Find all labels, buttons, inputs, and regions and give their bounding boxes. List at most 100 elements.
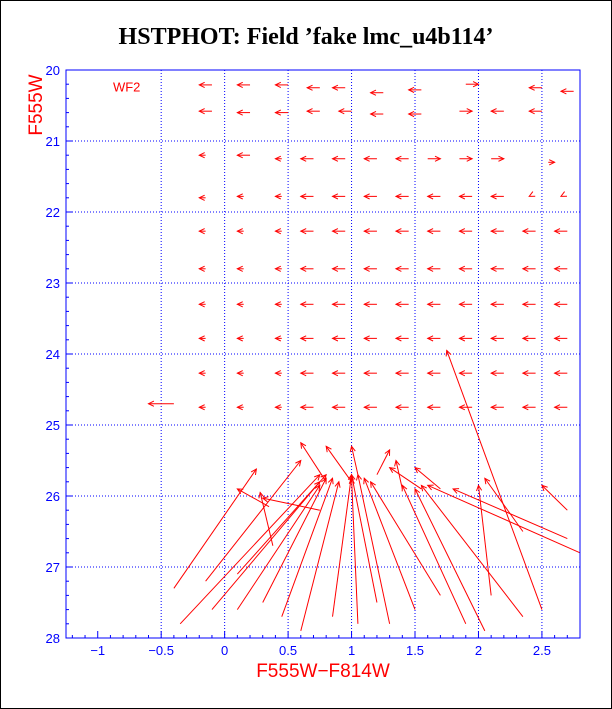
vector-34: [299, 193, 314, 200]
vector-10: [198, 108, 212, 115]
y-tick-label-7: 27: [46, 560, 60, 575]
vector-23: [299, 155, 314, 162]
vector-26: [394, 155, 409, 162]
vector-103: [198, 404, 206, 411]
vector-81: [274, 335, 282, 342]
vector-71: [331, 301, 346, 308]
vector-1: [236, 81, 251, 88]
vector-116: [173, 468, 258, 589]
vector-33: [274, 193, 282, 200]
vector-54: [553, 228, 568, 235]
vector-45: [274, 228, 282, 235]
vector-8: [528, 84, 542, 91]
vector-46: [299, 228, 314, 235]
vector-93: [274, 370, 282, 377]
vector-38: [426, 193, 441, 200]
vector-124: [236, 484, 321, 610]
vector-105: [274, 404, 282, 411]
vector-106: [299, 404, 314, 411]
vector-125: [262, 477, 327, 603]
vector-107: [331, 404, 346, 411]
vector-52: [490, 228, 504, 235]
vector-48: [363, 228, 377, 235]
vector-66: [553, 265, 568, 272]
vector-121: [236, 488, 270, 508]
vector-96: [363, 370, 377, 377]
y-tick-label-8: 28: [46, 631, 60, 646]
vector-67: [198, 301, 206, 308]
y-tick-label-4: 24: [46, 347, 60, 362]
vector-134: [401, 484, 467, 625]
y-axis-label: F555W: [26, 74, 47, 135]
vector-35: [331, 193, 346, 200]
vector-0: [198, 81, 212, 88]
wf2-annotation: WF2: [113, 79, 140, 94]
vector-92: [236, 370, 244, 377]
vector-16: [407, 110, 422, 118]
vector-69: [274, 301, 282, 308]
vector-12: [274, 109, 289, 116]
vector-57: [274, 265, 282, 272]
vector-63: [458, 265, 473, 272]
vector-32: [236, 193, 244, 200]
vector-94: [299, 370, 314, 377]
y-tick-label-2: 22: [46, 205, 60, 220]
vector-102: [553, 370, 568, 377]
vector-88: [490, 335, 504, 342]
vector-135: [414, 487, 486, 632]
vector-95: [331, 370, 346, 377]
vector-3: [305, 84, 320, 91]
vector-113: [521, 404, 536, 411]
vector-139: [445, 349, 543, 610]
vector-79: [198, 335, 206, 342]
vector-24: [331, 155, 346, 162]
vector-126: [281, 477, 334, 617]
vector-133: [369, 480, 441, 596]
vector-36: [363, 193, 377, 200]
vector-56: [236, 265, 244, 272]
vector-55: [198, 265, 206, 272]
vector-28: [459, 155, 474, 162]
vector-115: [147, 400, 174, 407]
vector-101: [521, 370, 536, 377]
vector-86: [426, 335, 441, 342]
vector-90: [553, 335, 568, 342]
vector-9: [559, 88, 574, 95]
vector-110: [426, 404, 441, 411]
vector-144: [325, 445, 352, 483]
vector-142: [541, 484, 568, 511]
y-tick-label-1: 21: [46, 134, 60, 149]
vector-89: [521, 335, 536, 342]
vector-120: [258, 491, 274, 546]
x-tick-label-1: −0.5: [148, 643, 174, 658]
vector-4: [331, 84, 346, 91]
vector-51: [458, 228, 473, 235]
vector-99: [458, 370, 473, 377]
vector-7: [465, 81, 480, 88]
vector-85: [394, 335, 409, 342]
vector-31: [198, 194, 206, 201]
vector-65: [521, 265, 536, 272]
vector-5: [369, 89, 384, 96]
vector-127: [300, 480, 341, 632]
axes-box: [65, 69, 581, 639]
vector-43: [198, 228, 206, 235]
vector-15: [369, 110, 384, 118]
vector-108: [363, 404, 377, 411]
vector-132: [363, 477, 416, 610]
x-tick-label-6: 2: [475, 643, 482, 658]
vector-147: [394, 459, 403, 490]
vector-49: [394, 228, 409, 235]
vector-50: [426, 228, 441, 235]
vector-104: [236, 404, 244, 411]
vector-2: [274, 81, 289, 88]
vector-130: [349, 473, 378, 603]
vector-22: [274, 155, 282, 162]
x-tick-label-2: 0: [221, 643, 228, 658]
vector-112: [490, 404, 504, 411]
vector-136: [420, 484, 524, 618]
vector-74: [426, 301, 441, 308]
vector-17: [459, 108, 474, 115]
x-tick-label-7: 2.5: [533, 643, 551, 658]
